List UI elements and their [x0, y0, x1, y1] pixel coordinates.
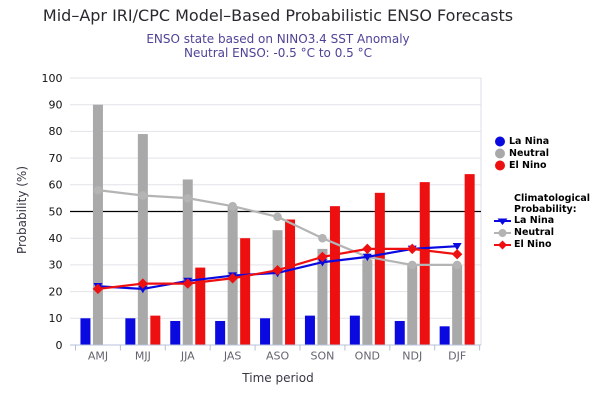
bar-la-nina-NDJ	[394, 320, 405, 345]
bar-el-nino-OND	[374, 192, 385, 345]
climo-la-nina-marker	[494, 218, 511, 225]
bar-neutral-SON	[317, 248, 328, 345]
legend-label-neutral: Neutral	[509, 148, 550, 159]
y-tick-label-60: 60	[49, 179, 63, 192]
x-tick-label-SON: SON	[311, 350, 335, 363]
y-tick-label-90: 90	[49, 99, 63, 112]
bar-el-nino-DJF	[464, 174, 475, 345]
y-tick-label-10: 10	[49, 312, 63, 325]
legend-item-climo-la-nina: La Nina	[494, 215, 590, 226]
chart-subtitle-line1: ENSO state based on NINO3.4 SST Anomaly	[146, 32, 410, 46]
legend-item-el-nino: El Nino	[494, 160, 590, 171]
climo-el-nino-marker	[494, 240, 511, 249]
bar-el-nino-NDJ	[419, 182, 430, 345]
climo-marker-el-nino-AMJ	[92, 283, 104, 295]
y-tick-label-80: 80	[49, 125, 63, 138]
bar-la-nina-AMJ	[80, 318, 91, 345]
y-axis-title: Probability (%)	[15, 166, 29, 255]
legend-label-la-nina: La Nina	[509, 136, 550, 147]
y-tick-label-0: 0	[56, 339, 63, 352]
climo-marker-neutral-ASO	[273, 212, 282, 222]
legend: La Nina Neutral El Nino Climatological P…	[494, 136, 590, 251]
y-tick-label-20: 20	[49, 285, 63, 298]
bar-neutral-AMJ	[92, 104, 103, 345]
climo-marker-neutral-SON	[318, 233, 327, 243]
x-tick-label-NDJ: NDJ	[402, 350, 422, 363]
climo-marker-neutral-DJF	[452, 260, 462, 270]
x-tick-label-MJJ: MJJ	[135, 350, 151, 363]
climo-marker-neutral-JAS	[228, 201, 237, 211]
legend-label-el-nino: El Nino	[509, 160, 547, 171]
climatological-probability-header: Climatological Probability:	[514, 193, 590, 215]
bar-la-nina-JAS	[215, 320, 226, 345]
climo-neutral-marker	[494, 228, 511, 237]
bar-el-nino-JAS	[240, 238, 251, 345]
x-tick-label-OND: OND	[355, 350, 380, 363]
x-tick-label-DJF: DJF	[448, 350, 466, 363]
climo-marker-el-nino-DJF	[451, 249, 463, 260]
legend-label-climo-el-nino: El Nino	[514, 239, 552, 250]
x-tick-label-ASO: ASO	[266, 350, 290, 363]
x-tick-label-AMJ: AMJ	[88, 350, 108, 363]
legend-label-climo-neutral: Neutral	[514, 227, 555, 238]
climo-marker-el-nino-JJA	[182, 278, 193, 289]
bar-neutral-JJA	[182, 179, 193, 345]
bar-el-nino-MJJ	[150, 315, 161, 345]
legend-item-climo-el-nino: El Nino	[494, 239, 590, 250]
y-tick-label-50: 50	[49, 205, 63, 218]
legend-item-climo-neutral: Neutral	[494, 227, 590, 238]
bar-neutral-ASO	[272, 230, 283, 345]
bar-el-nino-SON	[329, 206, 340, 345]
climo-marker-la-nina-SON	[317, 259, 327, 267]
y-tick-label-70: 70	[49, 152, 63, 165]
x-tick-label-JAS: JAS	[223, 350, 242, 363]
climo-marker-la-nina-OND	[362, 253, 372, 262]
bar-el-nino-JJA	[195, 267, 206, 345]
legend-item-neutral: Neutral	[494, 148, 590, 159]
legend-item-la-nina: La Nina	[494, 136, 590, 147]
climo-marker-el-nino-OND	[362, 243, 373, 255]
climo-marker-la-nina-MJJ	[138, 285, 148, 294]
la-nina-bar-swatch	[495, 136, 505, 147]
climo-marker-el-nino-ASO	[272, 265, 283, 276]
bar-el-nino-ASO	[285, 219, 296, 345]
climo-marker-la-nina-DJF	[452, 243, 462, 251]
x-tick-label-JJA: JJA	[180, 350, 195, 363]
y-tick-label-40: 40	[49, 232, 63, 245]
chart-subtitle-line2: Neutral ENSO: -0.5 °C to 0.5 °C	[184, 46, 372, 60]
y-tick-label-30: 30	[49, 259, 63, 272]
climo-marker-neutral-MJJ	[138, 191, 148, 200]
climo-marker-el-nino-SON	[317, 251, 328, 263]
bar-la-nina-OND	[349, 315, 360, 345]
climo-marker-neutral-JJA	[183, 193, 193, 203]
x-axis-title: Time period	[242, 371, 314, 385]
bar-la-nina-DJF	[439, 326, 450, 345]
bar-la-nina-MJJ	[125, 318, 136, 345]
climo-marker-neutral-NDJ	[407, 260, 417, 270]
climo-marker-el-nino-JAS	[227, 273, 238, 284]
el-nino-bar-swatch	[495, 160, 505, 171]
bar-la-nina-ASO	[260, 318, 271, 345]
bar-neutral-OND	[362, 259, 373, 345]
climo-marker-el-nino-MJJ	[137, 278, 149, 289]
bar-neutral-NDJ	[407, 264, 418, 345]
y-tick-label-100: 100	[42, 72, 63, 85]
bar-neutral-DJF	[452, 264, 463, 345]
climo-marker-el-nino-NDJ	[407, 243, 418, 255]
neutral-bar-swatch	[495, 148, 505, 159]
bar-la-nina-SON	[304, 315, 315, 345]
bar-neutral-MJJ	[137, 134, 148, 345]
bar-la-nina-JJA	[170, 320, 181, 345]
chart-title: Mid–Apr IRI/CPC Model–Based Probabilisti…	[42, 6, 514, 25]
legend-label-climo-la-nina: La Nina	[514, 215, 555, 226]
climo-marker-neutral-AMJ	[93, 185, 103, 195]
